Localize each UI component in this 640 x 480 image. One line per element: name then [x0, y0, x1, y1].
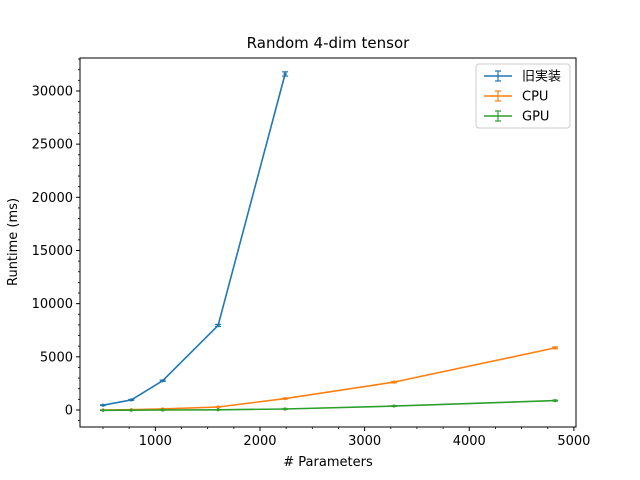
- legend-label: 旧実装: [522, 69, 561, 85]
- data-point: [129, 398, 133, 402]
- data-point: [216, 408, 220, 412]
- data-point: [283, 397, 287, 401]
- x-axis-label: # Parameters: [283, 455, 373, 470]
- y-tick-label: 30000: [32, 84, 73, 99]
- legend-item: GPU: [484, 110, 549, 125]
- data-point: [216, 405, 220, 409]
- data-point: [161, 379, 165, 383]
- x-tick-label: 1000: [139, 434, 172, 449]
- chart-title: Random 4-dim tensor: [247, 34, 411, 52]
- x-tick-label: 4000: [453, 434, 486, 449]
- data-point: [101, 408, 105, 412]
- legend-label: GPU: [522, 110, 549, 125]
- y-tick-label: 25000: [32, 138, 73, 153]
- y-tick-label: 20000: [32, 191, 73, 206]
- data-point: [392, 404, 396, 408]
- axes-layer: 1000 2000 3000 4000 5000 0 5000 10000 15000 20000…: [32, 57, 590, 449]
- data-point: [283, 407, 287, 411]
- plot-frame: [79, 57, 577, 428]
- data-point: [553, 346, 557, 350]
- y-tick-label: 5000: [40, 350, 73, 365]
- y-tick-label: 15000: [32, 244, 73, 259]
- y-tick-label: 10000: [32, 297, 73, 312]
- y-axis-label: Runtime (ms): [6, 198, 21, 286]
- legend-item: 旧実装: [484, 69, 561, 85]
- legend: 旧実装 CPU GPU: [475, 63, 571, 129]
- data-point: [283, 72, 287, 76]
- x-tick-label: 5000: [557, 434, 590, 449]
- y-tick-label: 0: [65, 403, 73, 418]
- legend-box: [475, 63, 571, 129]
- series-layer: [100, 71, 559, 412]
- data-point: [129, 408, 133, 412]
- data-point: [161, 408, 165, 412]
- legend-item: CPU: [484, 90, 548, 105]
- x-tick-label: 2000: [243, 434, 276, 449]
- data-point: [392, 380, 396, 384]
- data-point: [216, 323, 220, 328]
- data-point: [553, 399, 557, 403]
- data-point: [101, 403, 105, 407]
- legend-label: CPU: [522, 90, 548, 105]
- x-tick-label: 3000: [348, 434, 381, 449]
